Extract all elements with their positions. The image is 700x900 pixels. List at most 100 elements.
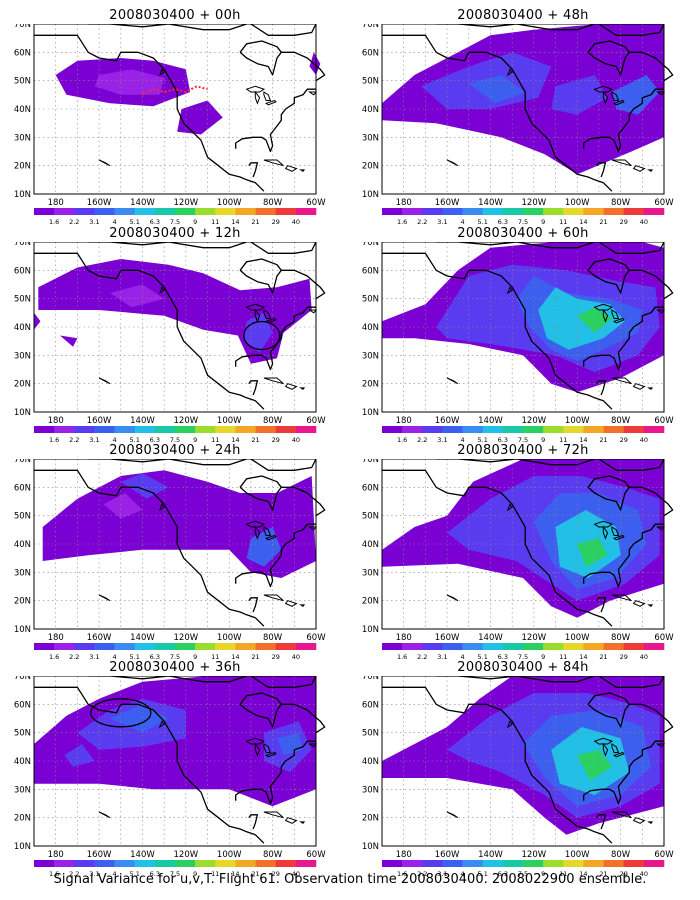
colorbar-swatch: [462, 208, 484, 215]
colorbar-swatch: [382, 208, 403, 215]
colorbar-swatch: [482, 426, 504, 433]
lat-tick-label: 70N: [362, 242, 379, 248]
variance-contour-fill: [120, 473, 169, 499]
colorbar-label: 6.3: [150, 436, 160, 444]
colorbar-label: 3.1: [89, 653, 99, 661]
colorbar-swatch: [94, 208, 115, 215]
lat-tick-label: 10N: [14, 625, 31, 635]
panel-24h: 2008030400 + 24h 70N 60N 50N 40N 30N 20N 10N 18…: [0, 443, 345, 661]
lon-tick-label: 160W: [435, 198, 460, 208]
colorbar-label: 9: [541, 870, 545, 878]
lon-tick-label: 60W: [654, 198, 674, 208]
colorbar-label: 5.1: [478, 218, 488, 226]
variance-contour-fill: [109, 284, 165, 308]
colorbar-swatch: [175, 426, 196, 433]
colorbar-swatch: [543, 208, 564, 215]
colorbar-label: 14: [231, 218, 239, 226]
colorbar-swatch: [34, 208, 55, 215]
lat-tick-label: 30N: [362, 133, 379, 143]
colorbar-swatch: [583, 860, 604, 867]
colorbar-swatch: [502, 208, 524, 215]
lat-tick-label: 20N: [362, 162, 379, 172]
lat-tick-label: 30N: [14, 133, 31, 143]
map-gridlines: [34, 242, 316, 412]
variance-contour-fill: [244, 312, 273, 353]
colorbar-swatch: [295, 643, 317, 650]
colorbar-swatch: [543, 643, 564, 650]
colorbar-label: 1.6: [49, 436, 59, 444]
colorbar-swatch: [623, 426, 645, 433]
lon-tick-label: 120W: [174, 198, 199, 208]
colorbar-label: 5.1: [130, 653, 140, 661]
colorbar-swatch: [603, 643, 625, 650]
colorbar-label: 14: [579, 653, 587, 661]
lon-tick-label: 60W: [306, 416, 326, 426]
colorbar-label: 2.2: [69, 436, 79, 444]
colorbar-label: 9: [541, 218, 545, 226]
colorbar-label: 9: [541, 653, 545, 661]
map-frame: [381, 24, 665, 195]
lon-tick-label: 60W: [306, 850, 326, 860]
lat-tick-label: 10N: [14, 408, 31, 418]
map-24h: 70N 60N 50N 40N 30N 20N 10N 180 160W 140W 120W 100W…: [14, 459, 326, 661]
lat-tick-label: 60N: [362, 483, 379, 493]
colorbar-swatch: [462, 860, 484, 867]
lon-tick-label: 120W: [174, 633, 199, 643]
colorbar-swatch: [442, 643, 463, 650]
colorbar-swatch: [195, 208, 216, 215]
colorbar-label: 14: [231, 653, 239, 661]
colorbar-label: 9: [193, 870, 197, 878]
colorbar-label: 5.1: [130, 218, 140, 226]
colorbar-label: 7.5: [170, 653, 180, 661]
colorbar-swatch: [563, 643, 584, 650]
colorbar-swatch: [114, 208, 136, 215]
colorbar-label: 11: [559, 870, 567, 878]
lat-tick-label: 60N: [14, 483, 31, 493]
colorbar-swatch: [215, 426, 236, 433]
colorbar: 1.6 2.2 3.1 4 5.1 6.3 7.5 9 11 14 21 29 40: [34, 426, 317, 444]
colorbar-label: 9: [193, 218, 197, 226]
map-frame: [33, 24, 317, 195]
colorbar-swatch: [175, 860, 196, 867]
lon-tick-label: 60W: [654, 416, 674, 426]
colorbar-swatch: [255, 860, 277, 867]
variance-contour-fill: [34, 312, 41, 330]
colorbar-swatch: [583, 426, 604, 433]
colorbar-label: 14: [231, 870, 239, 878]
colorbar-swatch: [623, 208, 645, 215]
colorbar-label: 11: [559, 436, 567, 444]
lat-tick-label: 40N: [362, 323, 379, 333]
colorbar-label: 5.1: [130, 436, 140, 444]
colorbar-label: 4: [461, 870, 465, 878]
colorbar-swatch: [402, 643, 423, 650]
variance-contour-fill: [611, 75, 660, 115]
colorbar-label: 2.2: [417, 436, 427, 444]
colorbar-swatch: [523, 208, 544, 215]
panel-00h: 2008030400 + 00h 70N 60N 50N 40N 30N 20N 10N 18…: [0, 8, 345, 226]
colorbar-swatch: [74, 208, 95, 215]
colorbar-swatch: [114, 643, 136, 650]
colorbar: 1.6 2.2 3.1 4 5.1 6.3 7.5 9 11 14 21 29 40: [382, 643, 665, 661]
colorbar-swatch: [94, 426, 115, 433]
lat-tick-label: 60N: [14, 700, 31, 710]
lat-tick-label: 20N: [362, 597, 379, 607]
lon-tick-label: 100W: [565, 198, 590, 208]
colorbar-label: 40: [640, 218, 648, 226]
variance-contour-fill: [177, 100, 223, 135]
colorbar-swatch: [523, 643, 544, 650]
colorbar-label: 40: [292, 870, 300, 878]
lat-tick-label: 20N: [14, 380, 31, 390]
colorbar-label: 4: [461, 436, 465, 444]
colorbar-label: 1.6: [397, 218, 407, 226]
lat-tick-label: 50N: [362, 729, 379, 739]
map-60h: 70N 60N 50N 40N 30N 20N 10N 180 160W 140W 120W 100W…: [362, 242, 674, 444]
lat-tick-label: 60N: [362, 266, 379, 276]
colorbar-label: 6.3: [498, 870, 508, 878]
colorbar-swatch: [502, 426, 524, 433]
lon-tick-label: 60W: [654, 850, 674, 860]
panel-title: 2008030400 + 12h: [109, 226, 241, 241]
colorbar-label: 4: [461, 653, 465, 661]
colorbar-swatch: [482, 643, 504, 650]
colorbar-swatch: [275, 426, 297, 433]
panel-title: 2008030400 + 36h: [109, 660, 241, 675]
